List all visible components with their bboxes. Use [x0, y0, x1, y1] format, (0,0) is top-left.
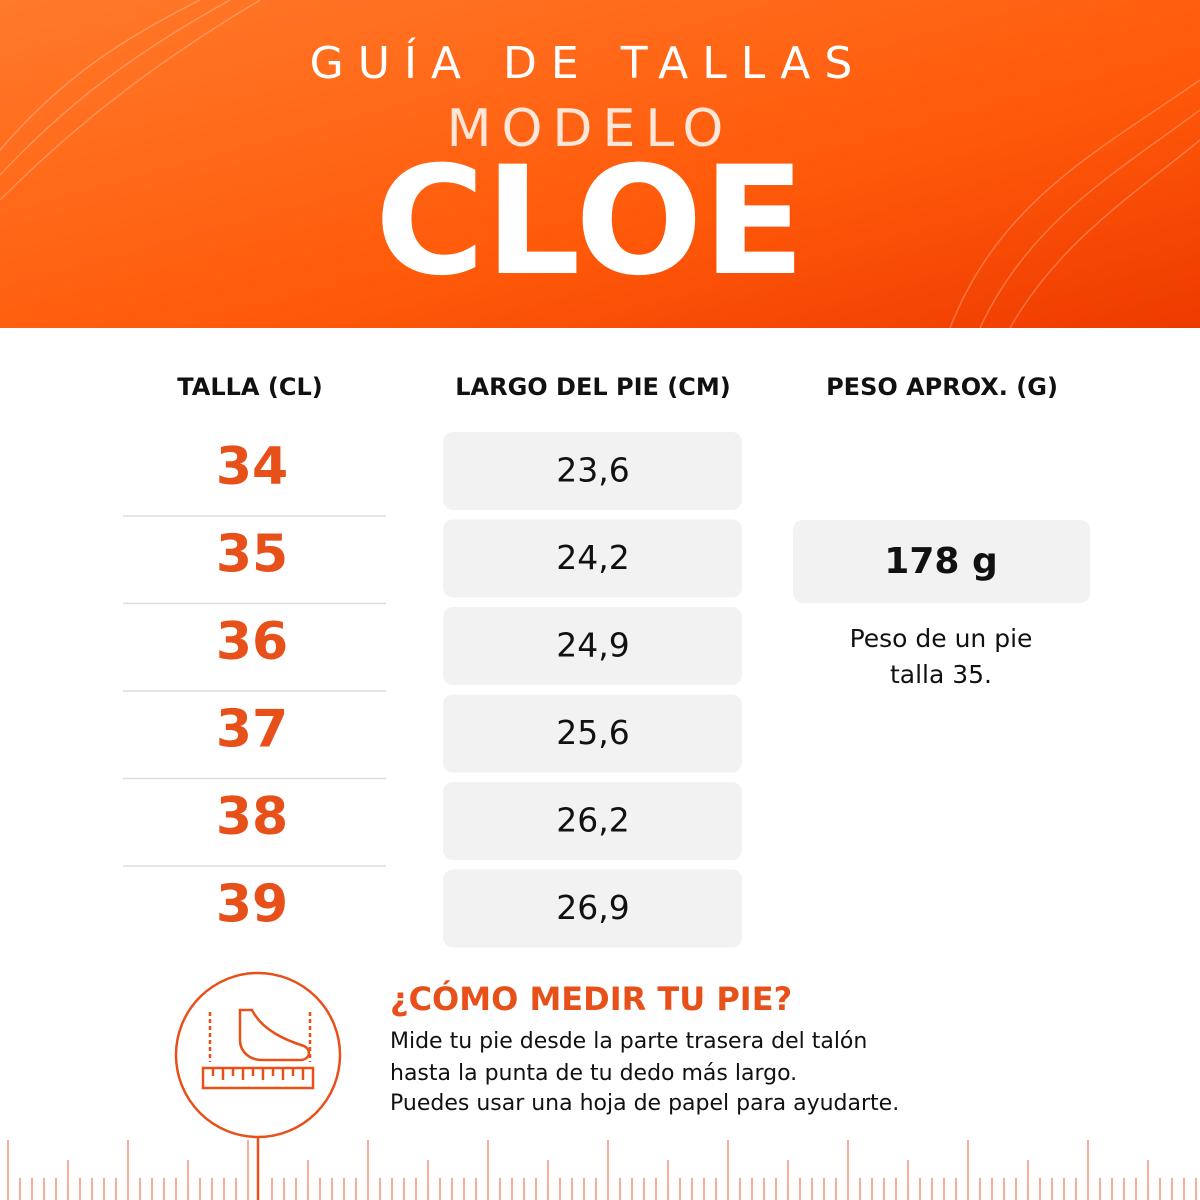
length-cell: 26,2: [556, 801, 629, 840]
ruler: [7, 1140, 1197, 1200]
title-line3: CLOE: [375, 135, 805, 309]
length-box: [443, 519, 742, 598]
column-header: TALLA (CL): [177, 373, 322, 401]
length-box: [443, 432, 742, 510]
length-box: [443, 869, 742, 948]
weight-note: Peso de un pie: [850, 624, 1033, 653]
howto-title: ¿CÓMO MEDIR TU PIE?: [390, 979, 792, 1018]
length-box: [443, 694, 742, 773]
size-cell: 35: [216, 525, 288, 585]
size-cell: 37: [216, 700, 288, 760]
size-cell: 39: [216, 875, 288, 935]
length-cell: 26,9: [556, 888, 629, 927]
weight-box: [793, 520, 1090, 603]
header-decoration: [0, 0, 1200, 329]
length-cell: 24,2: [556, 538, 629, 577]
length-cell: 23,6: [556, 451, 629, 490]
column-header: LARGO DEL PIE (CM): [455, 373, 730, 401]
size-cell: 34: [216, 437, 288, 497]
foot-icon: [174, 971, 342, 1200]
weight-note: talla 35.: [890, 660, 992, 689]
howto-line: Mide tu pie desde la parte trasera del t…: [390, 1029, 867, 1054]
howto-line: Puedes usar una hoja de papel para ayuda…: [390, 1091, 899, 1116]
title-line1: GUÍA DE TALLAS: [310, 36, 867, 89]
length-box: [443, 782, 742, 860]
size-cell: 36: [216, 612, 288, 672]
column-header: PESO APROX. (G): [826, 373, 1058, 401]
howto-line: hasta la punta de tu dedo más largo.: [390, 1061, 797, 1086]
length-cell: 24,9: [556, 626, 629, 665]
title-line2: MODELO: [447, 99, 734, 159]
weight-value: 178 g: [884, 541, 997, 582]
length-cell: 25,6: [556, 713, 629, 752]
length-box: [443, 607, 742, 685]
size-cell: 38: [216, 787, 288, 847]
header-band: [0, 0, 1200, 328]
